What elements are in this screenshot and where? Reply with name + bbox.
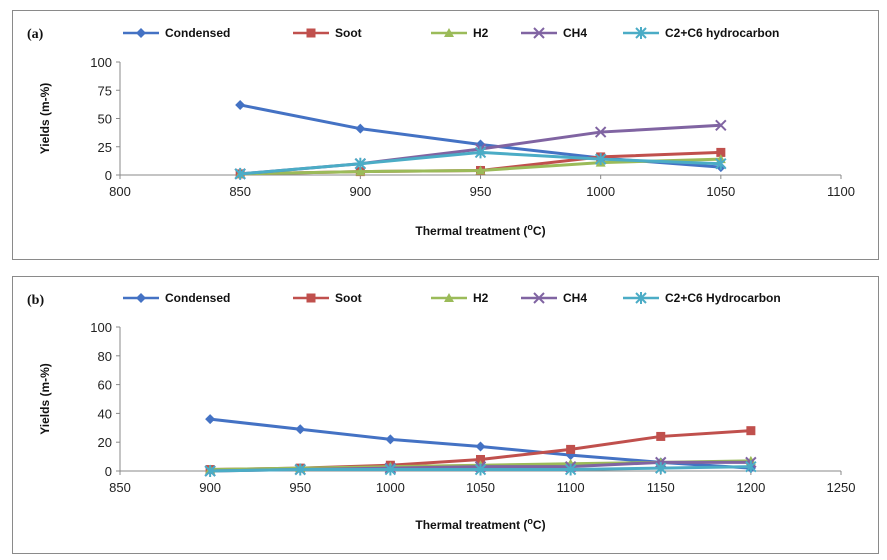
chart-b-legend-label-4: C2+C6 Hydrocarbon xyxy=(665,291,781,305)
chart-b-x-tick-label: 950 xyxy=(289,480,311,495)
chart-b-point-0-0 xyxy=(205,414,216,425)
chart-b-series-4 xyxy=(204,460,757,477)
chart-a-y-tick-label: 100 xyxy=(90,55,112,70)
chart-a-legend-label-0: Condensed xyxy=(165,26,230,40)
chart-b-legend-item-3: CH4 xyxy=(521,291,587,305)
chart-b-legend-label-3: CH4 xyxy=(563,291,587,305)
chart-b-x-tick-label: 900 xyxy=(199,480,221,495)
chart-a-point-4-0 xyxy=(234,167,246,180)
chart-b-point-0-1 xyxy=(295,424,306,435)
chart-a-point-1-4 xyxy=(716,147,726,157)
chart-b-point-4-2 xyxy=(384,463,397,476)
chart-b-point-1-4 xyxy=(566,444,576,454)
chart-b-y-tick-label: 60 xyxy=(98,378,112,393)
chart-a-point-2-1 xyxy=(355,166,366,176)
chart-a-legend-label-3: CH4 xyxy=(563,26,587,40)
chart-b-point-0-2 xyxy=(385,434,396,445)
chart-a-point-4-1 xyxy=(354,157,367,170)
chart-b-x-tick-label: 1000 xyxy=(376,480,405,495)
chart-a-point-4-3 xyxy=(594,153,607,166)
chart-b-x-tick-label: 1150 xyxy=(647,480,675,495)
chart-a-y-axis-title: Yields (m-%) xyxy=(38,83,52,155)
chart-a-point-4-2 xyxy=(474,146,487,159)
chart-b-legend-item-0: Condensed xyxy=(123,291,230,305)
chart-a-point-3-4 xyxy=(715,119,727,131)
chart-a-y-tick-label: 0 xyxy=(105,168,112,183)
chart-a-legend-label-4: C2+C6 hydrocarbon xyxy=(665,26,779,40)
chart-b-point-0-3 xyxy=(475,441,486,452)
chart-b-x-axis-title: Thermal treatment (oC) xyxy=(415,516,545,532)
chart-b-legend-item-1: Soot xyxy=(293,291,362,305)
chart-b-x-tick-label: 1100 xyxy=(557,480,585,495)
chart-b-point-4-1 xyxy=(294,463,306,476)
chart-a-x-tick-label: 1000 xyxy=(586,184,615,199)
chart-b-x-tick-label: 1050 xyxy=(466,480,495,495)
chart-a-x-tick-label: 1100 xyxy=(827,184,855,199)
chart-a-legend-label-2: H2 xyxy=(473,26,489,40)
chart-b-point-4-5 xyxy=(655,462,667,475)
chart-a-panel-label: (a) xyxy=(27,27,44,42)
chart-b-legend-label-1: Soot xyxy=(335,291,362,305)
chart-a-series-4 xyxy=(234,146,727,180)
chart-a-x-tick-label: 800 xyxy=(109,184,131,199)
chart-b-legend-marker-1 xyxy=(306,293,316,303)
chart-b-x-tick-label: 850 xyxy=(109,480,131,495)
chart-a-legend-item-3: CH4 xyxy=(521,26,587,40)
chart-a-point-0-1 xyxy=(355,123,366,134)
chart-a-legend-marker-3 xyxy=(533,27,545,39)
chart-b-legend-marker-4 xyxy=(635,292,647,304)
chart-a-x-tick-label: 950 xyxy=(470,184,492,199)
chart-a-y-tick-label: 25 xyxy=(98,140,112,155)
chart-a-x-tick-label: 900 xyxy=(349,184,371,199)
chart-a-svg: (a) Condensed Soot H2 CH4 C2+C6 hydrocarbon 0 2… xyxy=(27,26,855,238)
chart-b-point-1-5 xyxy=(656,431,666,441)
chart-a-point-3-3 xyxy=(594,126,607,138)
chart-b-x-tick-label: 1200 xyxy=(736,480,765,495)
chart-b-point-4-6 xyxy=(745,460,757,473)
chart-b-y-tick-label: 40 xyxy=(98,406,112,421)
chart-b-legend-label-2: H2 xyxy=(473,291,489,305)
chart-b-x-tick-label: 1250 xyxy=(827,480,856,495)
chart-a-y-tick-label: 50 xyxy=(98,112,112,127)
chart-b-panel-label: (b) xyxy=(27,293,44,308)
chart-a-legend-label-1: Soot xyxy=(335,26,362,40)
chart-b-y-tick-label: 100 xyxy=(90,320,112,335)
chart-b-point-4-0 xyxy=(204,465,216,477)
chart-a-x-tick-label: 850 xyxy=(229,184,251,199)
chart-b-point-1-6 xyxy=(746,426,756,436)
chart-b-y-tick-label: 0 xyxy=(105,464,112,479)
chart-a-legend-item-2: H2 xyxy=(431,26,489,40)
chart-a-legend-marker-1 xyxy=(306,28,316,38)
chart-a-y-tick-label: 75 xyxy=(98,83,112,98)
chart-b-svg: (b) Condensed Soot H2 CH4 C2+C6 Hydrocarbon 0 2… xyxy=(27,291,856,532)
chart-b-y-axis-title: Yields (m-%) xyxy=(38,363,52,435)
chart-b-legend-marker-0 xyxy=(136,293,146,303)
chart-a-x-tick-label: 1050 xyxy=(706,184,735,199)
chart-a-legend-item-1: Soot xyxy=(293,26,362,40)
chart-a-legend-item-0: Condensed xyxy=(123,26,230,40)
chart-a-legend-marker-0 xyxy=(136,28,146,38)
chart-b-y-tick-label: 80 xyxy=(98,349,112,364)
chart-a-legend-item-4: C2+C6 hydrocarbon xyxy=(623,26,779,40)
chart-b-legend-marker-3 xyxy=(533,292,545,304)
chart-a-point-2-2 xyxy=(475,165,486,175)
chart-a-point-4-4 xyxy=(715,157,727,170)
chart-a-legend-marker-4 xyxy=(635,27,647,39)
chart-a-point-0-0 xyxy=(235,99,246,110)
chart-a-x-axis-title: Thermal treatment (oC) xyxy=(415,222,545,238)
chart-a-legend-marker-2 xyxy=(444,28,454,37)
chart-b-point-4-3 xyxy=(474,463,487,476)
chart-b-legend-marker-2 xyxy=(444,293,454,302)
chart-b-point-4-4 xyxy=(564,463,577,476)
chart-panel-b: (b) Condensed Soot H2 CH4 C2+C6 Hydrocarbon 0 2… xyxy=(12,276,879,554)
chart-b-point-1-3 xyxy=(476,454,485,464)
chart-b-legend-item-4: C2+C6 Hydrocarbon xyxy=(623,291,781,305)
chart-b-y-tick-label: 20 xyxy=(98,435,112,450)
chart-b-legend-label-0: Condensed xyxy=(165,291,230,305)
chart-panel-a: (a) Condensed Soot H2 CH4 C2+C6 hydrocarbon 0 2… xyxy=(12,10,879,260)
chart-b-legend-item-2: H2 xyxy=(431,291,489,305)
